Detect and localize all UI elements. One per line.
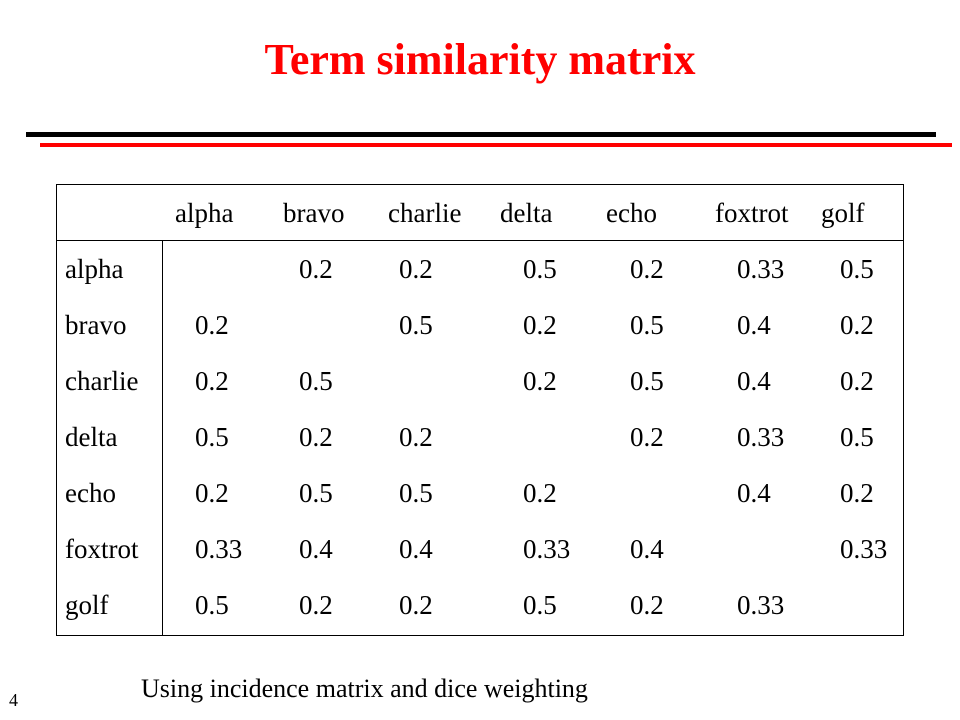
matrix-cell: 0.2	[630, 254, 664, 284]
slide-title: Term similarity matrix	[264, 35, 696, 84]
matrix-cell: 0.33	[523, 534, 571, 564]
matrix-cell: 0.2	[195, 478, 229, 508]
matrix-cell: 0.33	[737, 422, 785, 452]
matrix-cell: 0.5	[523, 590, 557, 620]
column-header-charlie: charlie	[388, 198, 462, 228]
matrix-cell: 0.2	[399, 422, 433, 452]
matrix-cell: 0.5	[523, 254, 557, 284]
matrix-cell: 0.2	[299, 590, 333, 620]
matrix-cell: 0.5	[299, 366, 333, 396]
matrix-cell: 0.33	[840, 534, 888, 564]
matrix-cell: 0.2	[195, 366, 229, 396]
matrix-cell: 0.5	[630, 366, 664, 396]
header-row-divider	[57, 240, 903, 241]
matrix-cell: 0.4	[737, 478, 771, 508]
matrix-cell: 0.2	[630, 590, 664, 620]
matrix-cell: 0.2	[523, 366, 557, 396]
slide-footer-caption: Using incidence matrix and dice weightin…	[141, 674, 588, 703]
matrix-cell: 0.2	[399, 590, 433, 620]
row-label-golf: golf	[65, 590, 109, 620]
matrix-cell: 0.2	[630, 422, 664, 452]
row-label-foxtrot: foxtrot	[65, 534, 139, 564]
matrix-cell: 0.2	[523, 478, 557, 508]
matrix-cell: 0.2	[523, 310, 557, 340]
row-label-bravo: bravo	[65, 310, 127, 340]
column-header-delta: delta	[500, 198, 553, 228]
title-rule-red	[40, 143, 952, 147]
matrix-cell: 0.2	[195, 310, 229, 340]
matrix-cell: 0.5	[399, 310, 433, 340]
matrix-cell: 0.2	[299, 422, 333, 452]
matrix-cell: 0.5	[630, 310, 664, 340]
matrix-cell: 0.5	[195, 590, 229, 620]
matrix-cell: 0.33	[737, 254, 785, 284]
row-label-echo: echo	[65, 478, 116, 508]
matrix-cell: 0.4	[630, 534, 664, 564]
matrix-cell: 0.2	[840, 310, 874, 340]
matrix-cell: 0.2	[840, 478, 874, 508]
matrix-cell: 0.4	[737, 366, 771, 396]
row-label-delta: delta	[65, 422, 118, 452]
row-label-alpha: alpha	[65, 254, 124, 284]
column-header-golf: golf	[821, 198, 865, 228]
matrix-cell: 0.5	[840, 254, 874, 284]
row-label-charlie: charlie	[65, 366, 139, 396]
column-header-echo: echo	[606, 198, 657, 228]
matrix-cell: 0.5	[195, 422, 229, 452]
title-rule-black	[26, 132, 936, 137]
matrix-cell: 0.2	[299, 254, 333, 284]
label-column-divider	[162, 240, 163, 636]
matrix-cell: 0.2	[840, 366, 874, 396]
matrix-cell: 0.5	[299, 478, 333, 508]
column-header-alpha: alpha	[175, 198, 234, 228]
matrix-cell: 0.33	[737, 590, 785, 620]
matrix-cell: 0.5	[840, 422, 874, 452]
matrix-cell: 0.4	[737, 310, 771, 340]
matrix-cell: 0.33	[195, 534, 243, 564]
matrix-cell: 0.4	[399, 534, 433, 564]
column-header-foxtrot: foxtrot	[715, 198, 789, 228]
similarity-matrix-table: alpha bravo charlie delta echo foxtrot golf alp…	[56, 184, 904, 636]
column-header-bravo: bravo	[283, 198, 345, 228]
matrix-cell: 0.2	[399, 254, 433, 284]
matrix-cell: 0.5	[399, 478, 433, 508]
matrix-cell: 0.4	[299, 534, 333, 564]
page-number: 4	[9, 690, 18, 710]
